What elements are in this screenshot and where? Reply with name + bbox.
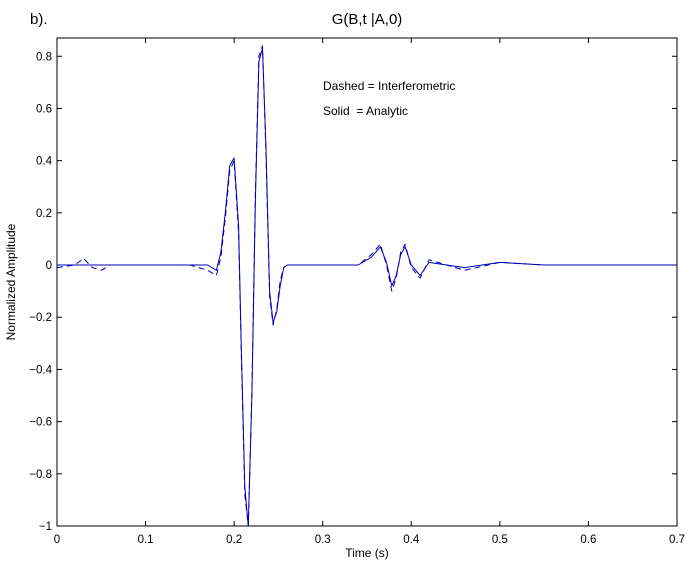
annotation-dashed: Dashed = Interferometric [323, 79, 455, 93]
chart-title: G(B,t |A,0) [332, 11, 403, 28]
y-tick-label: 0.2 [36, 208, 52, 220]
x-axis-label: Time (s) [345, 546, 389, 560]
y-tick-label: −0.2 [29, 312, 52, 324]
plot-area [56, 37, 678, 527]
x-tick-label: 0 [54, 534, 60, 546]
y-tick-label: 0.8 [36, 51, 52, 63]
x-tick-label: 0.1 [138, 534, 154, 546]
x-tick-label: 0.6 [580, 534, 596, 546]
panel-label: b). [30, 11, 48, 28]
x-tick-label: 0.3 [315, 534, 331, 546]
x-tick-label: 0.2 [226, 534, 242, 546]
y-axis-label: Normalized Amplitude [4, 223, 18, 340]
series-line-dashed [56, 45, 677, 527]
y-tick-label: −1 [39, 521, 52, 533]
y-tick-label: −0.8 [29, 469, 52, 481]
y-tick-label: 0.6 [36, 103, 52, 115]
y-tick-label: −0.4 [29, 364, 52, 376]
x-tick-label: 0.4 [403, 534, 420, 546]
y-tick-label: 0.4 [36, 156, 53, 168]
axis-ticks: 0 0.1 0.2 0.3 0.4 0.5 0.6 0.7 −1 −0.8 −0.6 −0.4 −0.2… [29, 38, 685, 546]
y-tick-label: −0.6 [29, 417, 52, 429]
y-tick-label: 0 [46, 260, 52, 272]
series-group [56, 45, 677, 527]
x-tick-label: 0.5 [492, 534, 508, 546]
x-tick-label: 0.7 [669, 534, 685, 546]
annotation-solid: Solid = Analytic [323, 104, 408, 118]
